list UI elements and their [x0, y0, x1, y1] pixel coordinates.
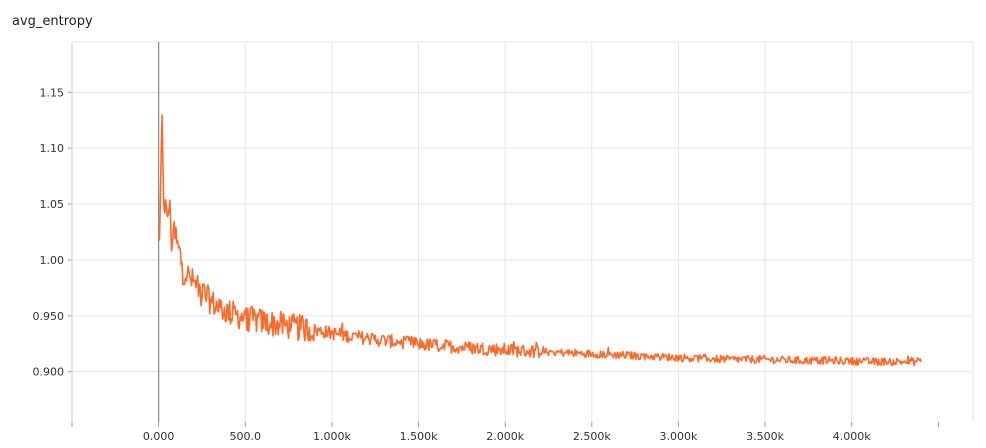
- x-tick-label: 3.500k: [746, 430, 784, 443]
- x-tick-label: 3.000k: [660, 430, 698, 443]
- x-tick-label: 0.000: [143, 430, 175, 443]
- x-tick-label: 2.000k: [486, 430, 524, 443]
- x-tick-label: 2.500k: [573, 430, 611, 443]
- x-tick-label: 1.500k: [400, 430, 438, 443]
- grid-layer: [72, 41, 974, 422]
- y-tick-label: 0.900: [33, 366, 65, 379]
- series-layer: [158, 114, 922, 367]
- label-layer: 0.900 0.950 1.00 1.05 1.10 1.15 0.000 500.0 1.00…: [33, 86, 872, 443]
- x-tick-label: 4.000k: [833, 430, 871, 443]
- y-tick-label: 0.950: [33, 310, 65, 323]
- y-tick-label: 1.10: [40, 142, 65, 155]
- y-tick-label: 1.00: [40, 254, 65, 267]
- series-line[interactable]: [158, 114, 922, 367]
- y-tick-label: 1.15: [40, 86, 65, 99]
- x-tick-label: 500.0: [230, 430, 262, 443]
- chart-title: avg_entropy: [12, 14, 93, 29]
- y-tick-label: 1.05: [40, 198, 65, 211]
- x-tick-label: 1.000k: [313, 430, 351, 443]
- axis-layer: [68, 42, 939, 427]
